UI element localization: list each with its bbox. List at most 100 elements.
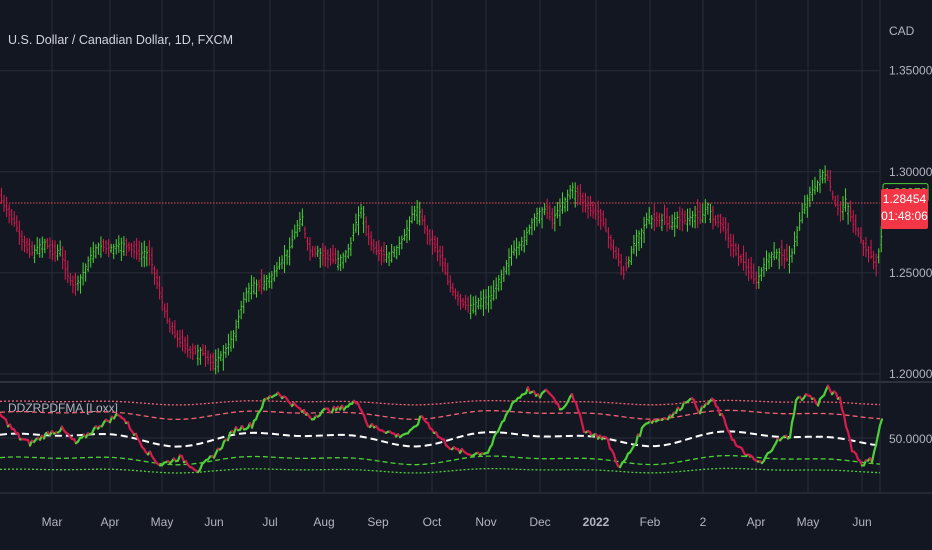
- price-bar: [82, 262, 85, 286]
- price-axis[interactable]: 1.35000 1.30000 1.25000 1.20000: [889, 64, 932, 381]
- price-bar: [660, 213, 664, 232]
- price-bar: [576, 185, 579, 206]
- price-bar: [28, 238, 31, 259]
- price-bar: [143, 240, 146, 268]
- price-bar: [206, 350, 210, 365]
- price-bar: [331, 244, 335, 264]
- indicator-bands: [0, 399, 881, 474]
- price-bar: [558, 198, 562, 227]
- price-bar: [841, 196, 845, 221]
- price-bar: [125, 238, 128, 256]
- price-bar: [59, 240, 62, 257]
- price-bar: [212, 352, 215, 371]
- price-bar: [357, 206, 360, 236]
- price-bar: [752, 263, 755, 284]
- price-bar: [528, 224, 531, 235]
- price-bar: [859, 227, 862, 244]
- price-bar: [706, 202, 709, 215]
- price-bar: [497, 275, 500, 292]
- price-bar: [107, 239, 110, 258]
- price-bar: [201, 344, 205, 356]
- indicator-segment: [634, 433, 640, 445]
- price-bar: [178, 329, 182, 348]
- price-bar: [303, 226, 307, 239]
- price-bar: [8, 204, 11, 224]
- price-bar: [877, 248, 880, 264]
- indicator-segment: [872, 443, 878, 454]
- price-bar: [484, 289, 488, 310]
- price-bar: [150, 247, 154, 275]
- price-bar: [826, 169, 829, 181]
- indicator-segment: [722, 416, 728, 427]
- indicator-segment: [846, 430, 852, 441]
- price-bar: [464, 294, 467, 311]
- price-bar: [135, 237, 138, 260]
- price-bar: [349, 237, 352, 257]
- price-bar: [637, 230, 641, 251]
- price-bar: [112, 243, 115, 260]
- price-bar: [597, 200, 600, 226]
- x-tick-label: May: [151, 515, 174, 529]
- price-bar: [51, 240, 54, 261]
- price-bar: [186, 334, 189, 358]
- price-bar: [416, 199, 419, 225]
- time-axis[interactable]: Mar Apr May Jun Jul Aug Sep Oct Nov Dec 2022 Feb 2 Ap…: [42, 515, 872, 529]
- currency-label: CAD: [889, 24, 915, 38]
- price-bar: [803, 195, 806, 215]
- price-bar: [293, 224, 296, 240]
- price-bar: [676, 211, 679, 229]
- svg-text:1.28454: 1.28454: [883, 192, 927, 206]
- price-bar: [520, 236, 523, 251]
- price-bar: [133, 240, 136, 259]
- price-bar: [342, 252, 345, 269]
- price-bar: [367, 225, 370, 246]
- price-bar: [681, 208, 684, 232]
- price-bar: [867, 246, 870, 263]
- price-bar: [571, 182, 574, 199]
- price-bar: [76, 275, 80, 291]
- price-bar: [410, 205, 414, 224]
- price-bar: [324, 245, 327, 267]
- price-bar: [852, 209, 855, 233]
- price-bar: [607, 227, 610, 249]
- price-bar: [711, 205, 715, 230]
- price-bar: [650, 214, 653, 229]
- price-bar: [99, 236, 103, 258]
- price-bar: [48, 237, 52, 259]
- price-bar: [813, 176, 817, 195]
- price-bar: [686, 208, 689, 232]
- price-bar: [875, 253, 878, 277]
- price-bar: [663, 204, 666, 226]
- price-bar: [722, 216, 725, 232]
- indicator-segment: [226, 431, 232, 442]
- price-bar: [773, 242, 776, 261]
- price-bar: [446, 263, 449, 286]
- price-bar: [370, 231, 373, 251]
- indicator-segment: [250, 419, 256, 429]
- x-tick-label: May: [797, 515, 820, 529]
- price-bar: [734, 243, 737, 257]
- indicator-segment: [816, 397, 822, 407]
- price-bar: [263, 274, 266, 291]
- price-bar: [780, 239, 783, 266]
- price-bar: [385, 245, 388, 263]
- price-bar: [704, 199, 707, 224]
- price-bar: [199, 347, 202, 365]
- indicator-segment: [792, 399, 798, 416]
- price-bar: [196, 344, 199, 366]
- x-tick-label: Sep: [367, 515, 389, 529]
- price-bar: [273, 265, 276, 282]
- price-bar: [194, 345, 197, 355]
- price-bar: [620, 253, 623, 276]
- price-bar: [255, 279, 258, 298]
- price-bar: [592, 201, 595, 219]
- price-bar: [632, 234, 635, 254]
- price-bar: [472, 296, 475, 314]
- price-bar: [38, 238, 41, 258]
- indicator-segment: [848, 438, 854, 453]
- price-bar: [408, 216, 411, 241]
- price-bar: [286, 249, 289, 265]
- price-bar: [388, 251, 391, 267]
- price-bar: [375, 241, 378, 256]
